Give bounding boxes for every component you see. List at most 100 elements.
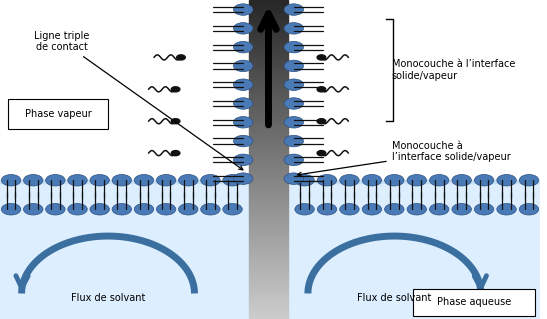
Circle shape [134, 174, 154, 186]
Circle shape [24, 174, 43, 186]
Circle shape [171, 119, 180, 124]
Circle shape [284, 98, 304, 109]
Bar [249, 116, 288, 120]
Circle shape [1, 174, 21, 186]
Bar [249, 188, 288, 191]
Circle shape [68, 204, 87, 215]
Circle shape [284, 154, 304, 166]
Circle shape [201, 204, 220, 215]
Bar [249, 108, 288, 112]
Circle shape [362, 174, 382, 186]
Circle shape [171, 151, 180, 156]
Circle shape [234, 41, 253, 53]
Circle shape [340, 174, 359, 186]
Circle shape [317, 55, 326, 60]
Bar [249, 311, 288, 315]
Bar [249, 12, 288, 16]
Bar [249, 219, 288, 223]
Circle shape [177, 55, 185, 60]
Bar [249, 80, 288, 84]
Bar [249, 195, 288, 199]
Circle shape [317, 119, 326, 124]
Circle shape [201, 174, 220, 186]
Bar [249, 183, 288, 188]
Circle shape [1, 204, 21, 215]
Text: Phase vapeur: Phase vapeur [25, 109, 92, 119]
Circle shape [234, 23, 253, 34]
Bar [249, 104, 288, 108]
Bar [249, 199, 288, 204]
Circle shape [317, 151, 326, 156]
Bar [249, 84, 288, 88]
Circle shape [68, 174, 87, 186]
Circle shape [223, 204, 242, 215]
Bar [249, 295, 288, 299]
Circle shape [340, 204, 359, 215]
Bar [249, 275, 288, 279]
Bar [249, 239, 288, 243]
Bar [249, 16, 288, 20]
Bar [249, 100, 288, 104]
Circle shape [178, 174, 198, 186]
Bar [249, 0, 288, 4]
Text: Monocouche à
l’interface solide/vapeur: Monocouche à l’interface solide/vapeur [298, 141, 510, 176]
Bar [249, 76, 288, 80]
Circle shape [284, 41, 304, 53]
Bar [249, 287, 288, 291]
Circle shape [234, 60, 253, 72]
Bar [249, 247, 288, 251]
Bar [249, 299, 288, 303]
Bar [0, 180, 540, 319]
Circle shape [385, 174, 404, 186]
Circle shape [112, 174, 131, 186]
Bar [249, 20, 288, 24]
Circle shape [156, 204, 176, 215]
Circle shape [317, 87, 326, 92]
Bar [249, 40, 288, 44]
Bar [249, 8, 288, 12]
Bar [249, 171, 288, 175]
Text: Phase aqueuse: Phase aqueuse [437, 297, 511, 307]
Bar [249, 112, 288, 116]
Bar [249, 243, 288, 247]
Bar [249, 128, 288, 132]
Bar [249, 303, 288, 307]
Circle shape [45, 174, 65, 186]
Bar [249, 291, 288, 295]
Bar [249, 148, 288, 152]
Circle shape [452, 204, 472, 215]
Bar [249, 283, 288, 287]
Bar [249, 144, 288, 147]
FancyBboxPatch shape [8, 99, 108, 129]
Bar [249, 123, 288, 128]
Bar [249, 56, 288, 60]
Bar [249, 271, 288, 275]
Bar [249, 231, 288, 235]
Bar [249, 163, 288, 167]
Circle shape [429, 204, 449, 215]
Circle shape [407, 174, 427, 186]
Circle shape [284, 116, 304, 128]
Circle shape [317, 204, 337, 215]
Circle shape [234, 116, 253, 128]
Text: Flux de solvant: Flux de solvant [357, 293, 432, 303]
Circle shape [519, 204, 539, 215]
Bar [249, 24, 288, 28]
Bar [249, 215, 288, 219]
Circle shape [171, 87, 180, 92]
Text: Ligne triple
de contact: Ligne triple de contact [34, 31, 243, 170]
Circle shape [284, 135, 304, 147]
Circle shape [295, 174, 315, 186]
Bar [249, 223, 288, 227]
FancyBboxPatch shape [413, 289, 535, 316]
Circle shape [407, 204, 427, 215]
Circle shape [234, 173, 253, 184]
Circle shape [284, 173, 304, 184]
Circle shape [429, 174, 449, 186]
Circle shape [134, 204, 154, 215]
Circle shape [178, 204, 198, 215]
Circle shape [284, 23, 304, 34]
Circle shape [234, 154, 253, 166]
Circle shape [24, 204, 43, 215]
Circle shape [223, 174, 242, 186]
